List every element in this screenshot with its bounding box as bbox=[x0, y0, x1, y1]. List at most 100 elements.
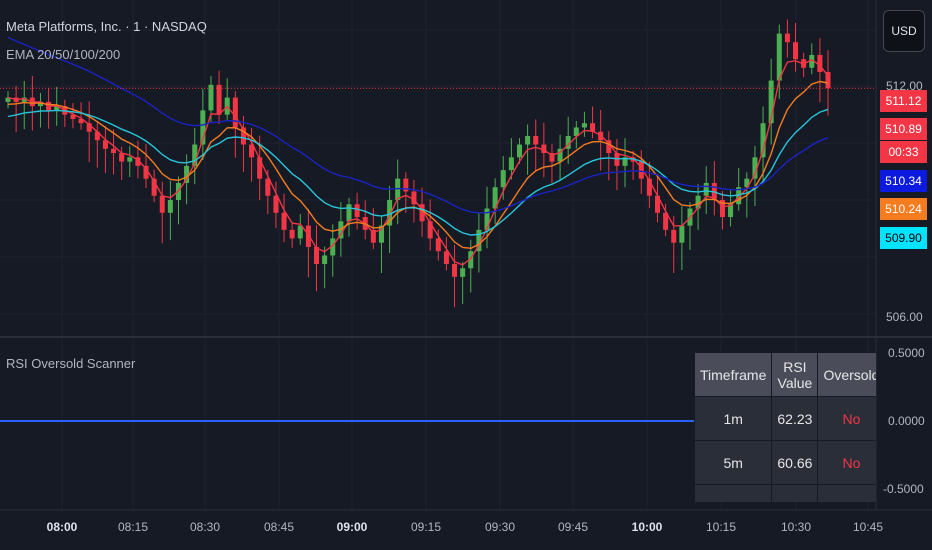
candle-body bbox=[338, 221, 344, 239]
candle-body bbox=[695, 195, 701, 209]
candle-body bbox=[549, 153, 555, 162]
candle-body bbox=[354, 204, 360, 218]
candle-body bbox=[541, 144, 547, 154]
candle-body bbox=[784, 33, 790, 43]
candle-body bbox=[159, 195, 165, 213]
row-timeframe: 1m bbox=[694, 396, 773, 441]
ema-line-100 bbox=[7, 108, 829, 236]
time-tick: 08:45 bbox=[263, 520, 295, 534]
candle-body bbox=[70, 114, 76, 119]
ema-line-20 bbox=[7, 58, 829, 266]
candle-body bbox=[500, 170, 506, 188]
candle-body bbox=[419, 204, 425, 222]
candle-body bbox=[427, 221, 433, 239]
candle-body bbox=[216, 84, 222, 115]
currency-button[interactable]: USD bbox=[883, 10, 925, 52]
ema-line-50 bbox=[7, 80, 829, 250]
rsi-table-header: Timeframe RSI Value Oversold bbox=[694, 352, 876, 397]
time-tick: 09:45 bbox=[557, 520, 589, 534]
candle-body bbox=[525, 136, 531, 145]
header-oversold: Oversold bbox=[817, 352, 876, 397]
table-row: 15m 54.47 No bbox=[694, 484, 876, 502]
candle-body bbox=[516, 144, 523, 158]
candle-body bbox=[565, 136, 571, 149]
candle-body bbox=[492, 187, 498, 209]
candle-body bbox=[330, 238, 336, 256]
candle-body bbox=[232, 97, 238, 128]
candle-body bbox=[557, 148, 563, 162]
candle-body bbox=[249, 144, 255, 158]
symbol-title[interactable]: Meta Platforms, Inc. · 1 · NASDAQ bbox=[6, 19, 207, 34]
price-label-ema20: 510.89 bbox=[880, 118, 927, 140]
rsi-table-container: Timeframe RSI Value Oversold 1m 62.23 No… bbox=[694, 352, 876, 502]
candle-body bbox=[208, 84, 214, 111]
time-tick: 10:30 bbox=[780, 520, 812, 534]
candle-body bbox=[86, 123, 92, 132]
candle-body bbox=[346, 204, 352, 222]
price-label-ema50: 510.24 bbox=[880, 198, 927, 220]
candle-body bbox=[135, 157, 141, 166]
row-timeframe: 5m bbox=[694, 440, 773, 485]
candle-body bbox=[192, 144, 198, 166]
ema-line-200 bbox=[7, 36, 829, 214]
time-tick: 10:45 bbox=[852, 520, 884, 534]
candle-body bbox=[54, 106, 60, 111]
candle-body bbox=[37, 101, 43, 107]
candle-body bbox=[403, 178, 409, 192]
candle-body bbox=[395, 178, 401, 200]
time-tick: 08:15 bbox=[117, 520, 149, 534]
candle-body bbox=[289, 229, 295, 239]
row-oversold: No bbox=[817, 440, 876, 485]
price-label-current: 511.12 bbox=[880, 90, 927, 112]
candle-body bbox=[768, 80, 774, 124]
candle-body bbox=[378, 225, 384, 243]
candle-body bbox=[78, 118, 84, 124]
candle-body bbox=[305, 225, 311, 247]
candle-body bbox=[508, 157, 514, 171]
table-row: 1m 62.23 No bbox=[694, 396, 876, 441]
candle-body bbox=[760, 123, 766, 158]
candle-body bbox=[200, 110, 206, 145]
price-label-ema200: 510.34 bbox=[880, 170, 927, 192]
candle-body bbox=[167, 200, 173, 213]
candle-body bbox=[387, 200, 393, 226]
candle-body bbox=[240, 127, 246, 145]
candle-body bbox=[476, 229, 482, 252]
time-tick: 09:00 bbox=[336, 520, 368, 534]
candle-body bbox=[111, 148, 117, 154]
candle-body bbox=[744, 178, 750, 188]
row-rsi: 62.23 bbox=[771, 396, 819, 441]
candle-body bbox=[590, 123, 596, 132]
candle-body bbox=[151, 178, 157, 196]
candle-body bbox=[435, 238, 441, 252]
candle-body bbox=[533, 136, 539, 145]
rsi-table: Timeframe RSI Value Oversold 1m 62.23 No… bbox=[694, 352, 876, 502]
candle-body bbox=[313, 246, 320, 264]
candle-body bbox=[443, 251, 449, 264]
candle-body bbox=[21, 97, 27, 102]
candle-body bbox=[94, 131, 100, 141]
candle-body bbox=[573, 127, 579, 136]
candle-body bbox=[654, 195, 661, 213]
candle-body bbox=[484, 208, 490, 230]
candle-body bbox=[143, 165, 149, 179]
price-tick-506: 506.00 bbox=[886, 310, 923, 324]
candle-body bbox=[671, 229, 677, 243]
ema-indicator-label[interactable]: EMA 20/50/100/200 bbox=[6, 47, 121, 62]
time-tick: 09:15 bbox=[410, 520, 442, 534]
candle-body bbox=[809, 54, 815, 68]
candle-body bbox=[297, 225, 303, 239]
candle-body bbox=[646, 178, 652, 196]
rsi-tick-bottom: -0.5000 bbox=[883, 482, 924, 496]
header-timeframe: Timeframe bbox=[694, 352, 773, 397]
candle-body bbox=[281, 212, 287, 230]
time-tick: 08:30 bbox=[189, 520, 221, 534]
rsi-pane-title[interactable]: RSI Oversold Scanner bbox=[6, 356, 136, 371]
candle-body bbox=[581, 123, 587, 128]
row-oversold: No bbox=[817, 484, 876, 502]
candle-body bbox=[460, 268, 466, 277]
price-tick-512: 512.00 bbox=[886, 79, 923, 93]
time-tick: 10:15 bbox=[705, 520, 737, 534]
